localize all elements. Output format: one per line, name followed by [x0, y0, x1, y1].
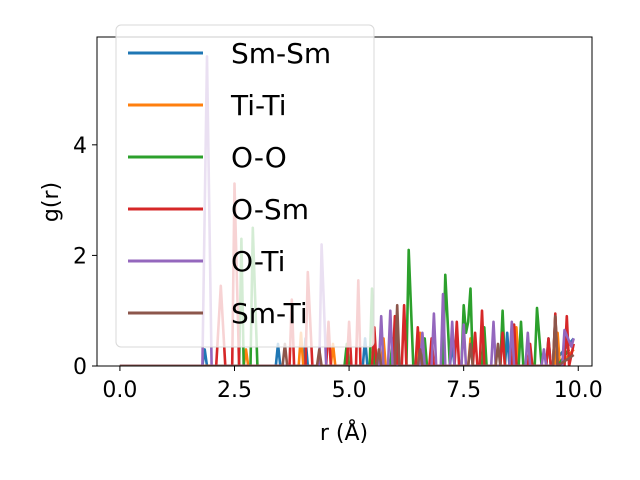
x-tick-label: 5.0 — [332, 378, 367, 403]
y-tick-label: 4 — [73, 134, 87, 159]
x-tick-label: 0.0 — [102, 378, 137, 403]
legend: Sm-Sm Ti-Ti O-O O-Sm O-Ti Sm-Ti — [115, 24, 375, 348]
x-tick-label: 10.0 — [554, 378, 603, 403]
legend-label: O-Ti — [231, 245, 285, 278]
y-axis-label: g(r) — [39, 182, 64, 222]
legend-label: Sm-Sm — [231, 37, 331, 70]
series-line-o-o — [119, 226, 571, 366]
x-axis-ticks: 0.0 2.5 5.0 7.5 10.0 — [102, 366, 603, 403]
legend-label: O-O — [231, 141, 287, 174]
x-tick-label: 2.5 — [217, 378, 252, 403]
legend-label: O-Sm — [231, 193, 309, 226]
y-tick-label: 0 — [73, 355, 87, 380]
x-tick-label: 7.5 — [446, 378, 481, 403]
legend-label: Ti-Ti — [230, 89, 287, 122]
series-line-sm-ti — [119, 303, 575, 366]
legend-label: Sm-Ti — [231, 297, 308, 330]
x-axis-label: r (Å) — [320, 419, 368, 446]
y-tick-label: 2 — [73, 244, 87, 269]
y-axis-ticks: 0 2 4 — [73, 134, 97, 380]
